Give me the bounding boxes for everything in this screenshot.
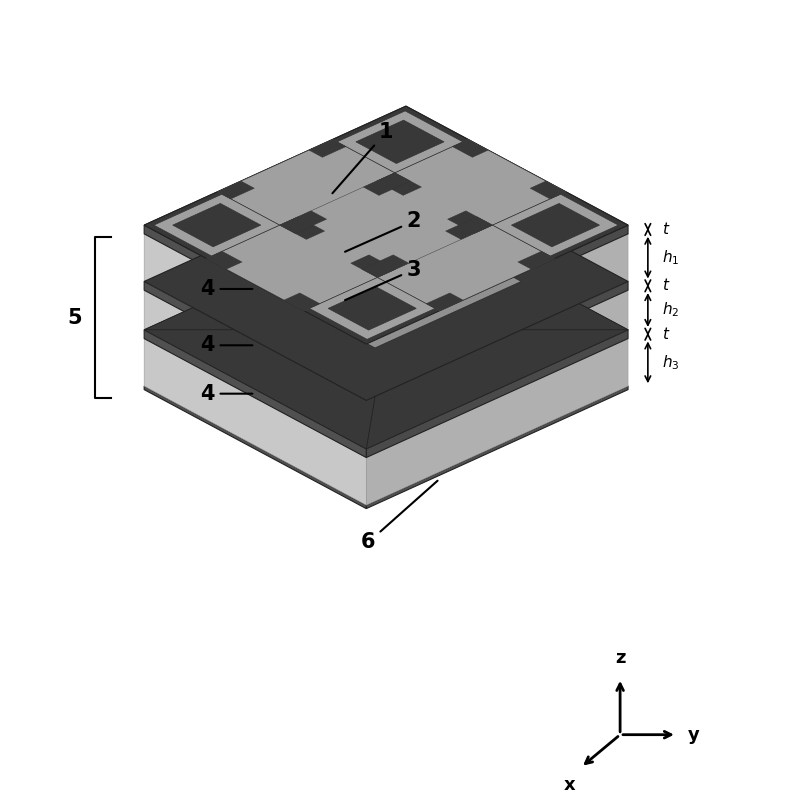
Text: 1: 1	[333, 122, 393, 193]
Text: 4: 4	[201, 279, 252, 299]
Polygon shape	[251, 215, 521, 348]
Text: t: t	[662, 278, 668, 294]
Polygon shape	[366, 234, 628, 401]
Polygon shape	[366, 386, 628, 508]
Polygon shape	[144, 338, 366, 505]
Polygon shape	[144, 290, 366, 448]
Polygon shape	[356, 120, 444, 164]
Text: y: y	[688, 726, 700, 744]
Polygon shape	[310, 277, 435, 339]
Polygon shape	[366, 281, 628, 409]
Polygon shape	[144, 211, 406, 330]
Text: 4: 4	[201, 335, 252, 355]
Polygon shape	[377, 173, 421, 195]
Polygon shape	[217, 139, 555, 311]
Polygon shape	[447, 211, 493, 234]
Polygon shape	[452, 139, 488, 157]
Text: 3: 3	[345, 260, 421, 300]
Polygon shape	[154, 194, 279, 256]
Polygon shape	[144, 162, 628, 401]
Text: $h_1$: $h_1$	[662, 248, 680, 267]
Text: t: t	[662, 222, 668, 237]
Polygon shape	[217, 181, 255, 199]
Polygon shape	[144, 330, 386, 448]
Text: z: z	[615, 649, 626, 667]
Polygon shape	[530, 181, 566, 199]
Polygon shape	[144, 220, 628, 457]
Polygon shape	[206, 139, 566, 311]
Polygon shape	[366, 330, 628, 457]
Text: 4: 4	[201, 384, 252, 404]
Polygon shape	[362, 255, 409, 277]
Polygon shape	[144, 171, 628, 409]
Polygon shape	[493, 194, 618, 256]
Polygon shape	[446, 217, 493, 239]
Polygon shape	[321, 300, 451, 359]
Polygon shape	[518, 251, 555, 269]
Polygon shape	[144, 281, 366, 409]
Text: 2: 2	[345, 211, 421, 251]
Polygon shape	[173, 204, 261, 247]
Polygon shape	[144, 330, 366, 457]
Text: $h_2$: $h_2$	[662, 301, 680, 320]
Text: $h_3$: $h_3$	[662, 353, 680, 371]
Polygon shape	[144, 106, 628, 344]
Polygon shape	[144, 162, 628, 401]
Polygon shape	[426, 293, 463, 311]
Polygon shape	[328, 287, 416, 330]
Text: x: x	[564, 776, 576, 794]
Polygon shape	[279, 211, 326, 234]
Polygon shape	[366, 225, 628, 353]
Text: t: t	[662, 327, 668, 341]
Polygon shape	[144, 211, 628, 448]
Polygon shape	[309, 139, 346, 157]
Polygon shape	[337, 111, 463, 173]
Polygon shape	[351, 255, 396, 277]
Polygon shape	[284, 293, 320, 311]
Polygon shape	[309, 243, 463, 320]
Text: 6: 6	[361, 481, 438, 552]
Text: 5: 5	[68, 307, 83, 328]
Polygon shape	[366, 338, 628, 505]
Polygon shape	[163, 221, 609, 440]
Polygon shape	[279, 217, 325, 239]
Polygon shape	[366, 290, 628, 448]
Polygon shape	[206, 251, 242, 269]
Polygon shape	[144, 234, 366, 401]
Polygon shape	[318, 297, 454, 363]
Polygon shape	[364, 173, 411, 195]
Polygon shape	[144, 386, 366, 508]
Polygon shape	[144, 225, 366, 353]
Polygon shape	[511, 204, 599, 247]
Polygon shape	[144, 106, 628, 344]
Polygon shape	[144, 267, 628, 505]
Polygon shape	[144, 115, 628, 353]
Polygon shape	[366, 330, 628, 448]
Polygon shape	[386, 211, 628, 330]
Polygon shape	[144, 211, 628, 448]
